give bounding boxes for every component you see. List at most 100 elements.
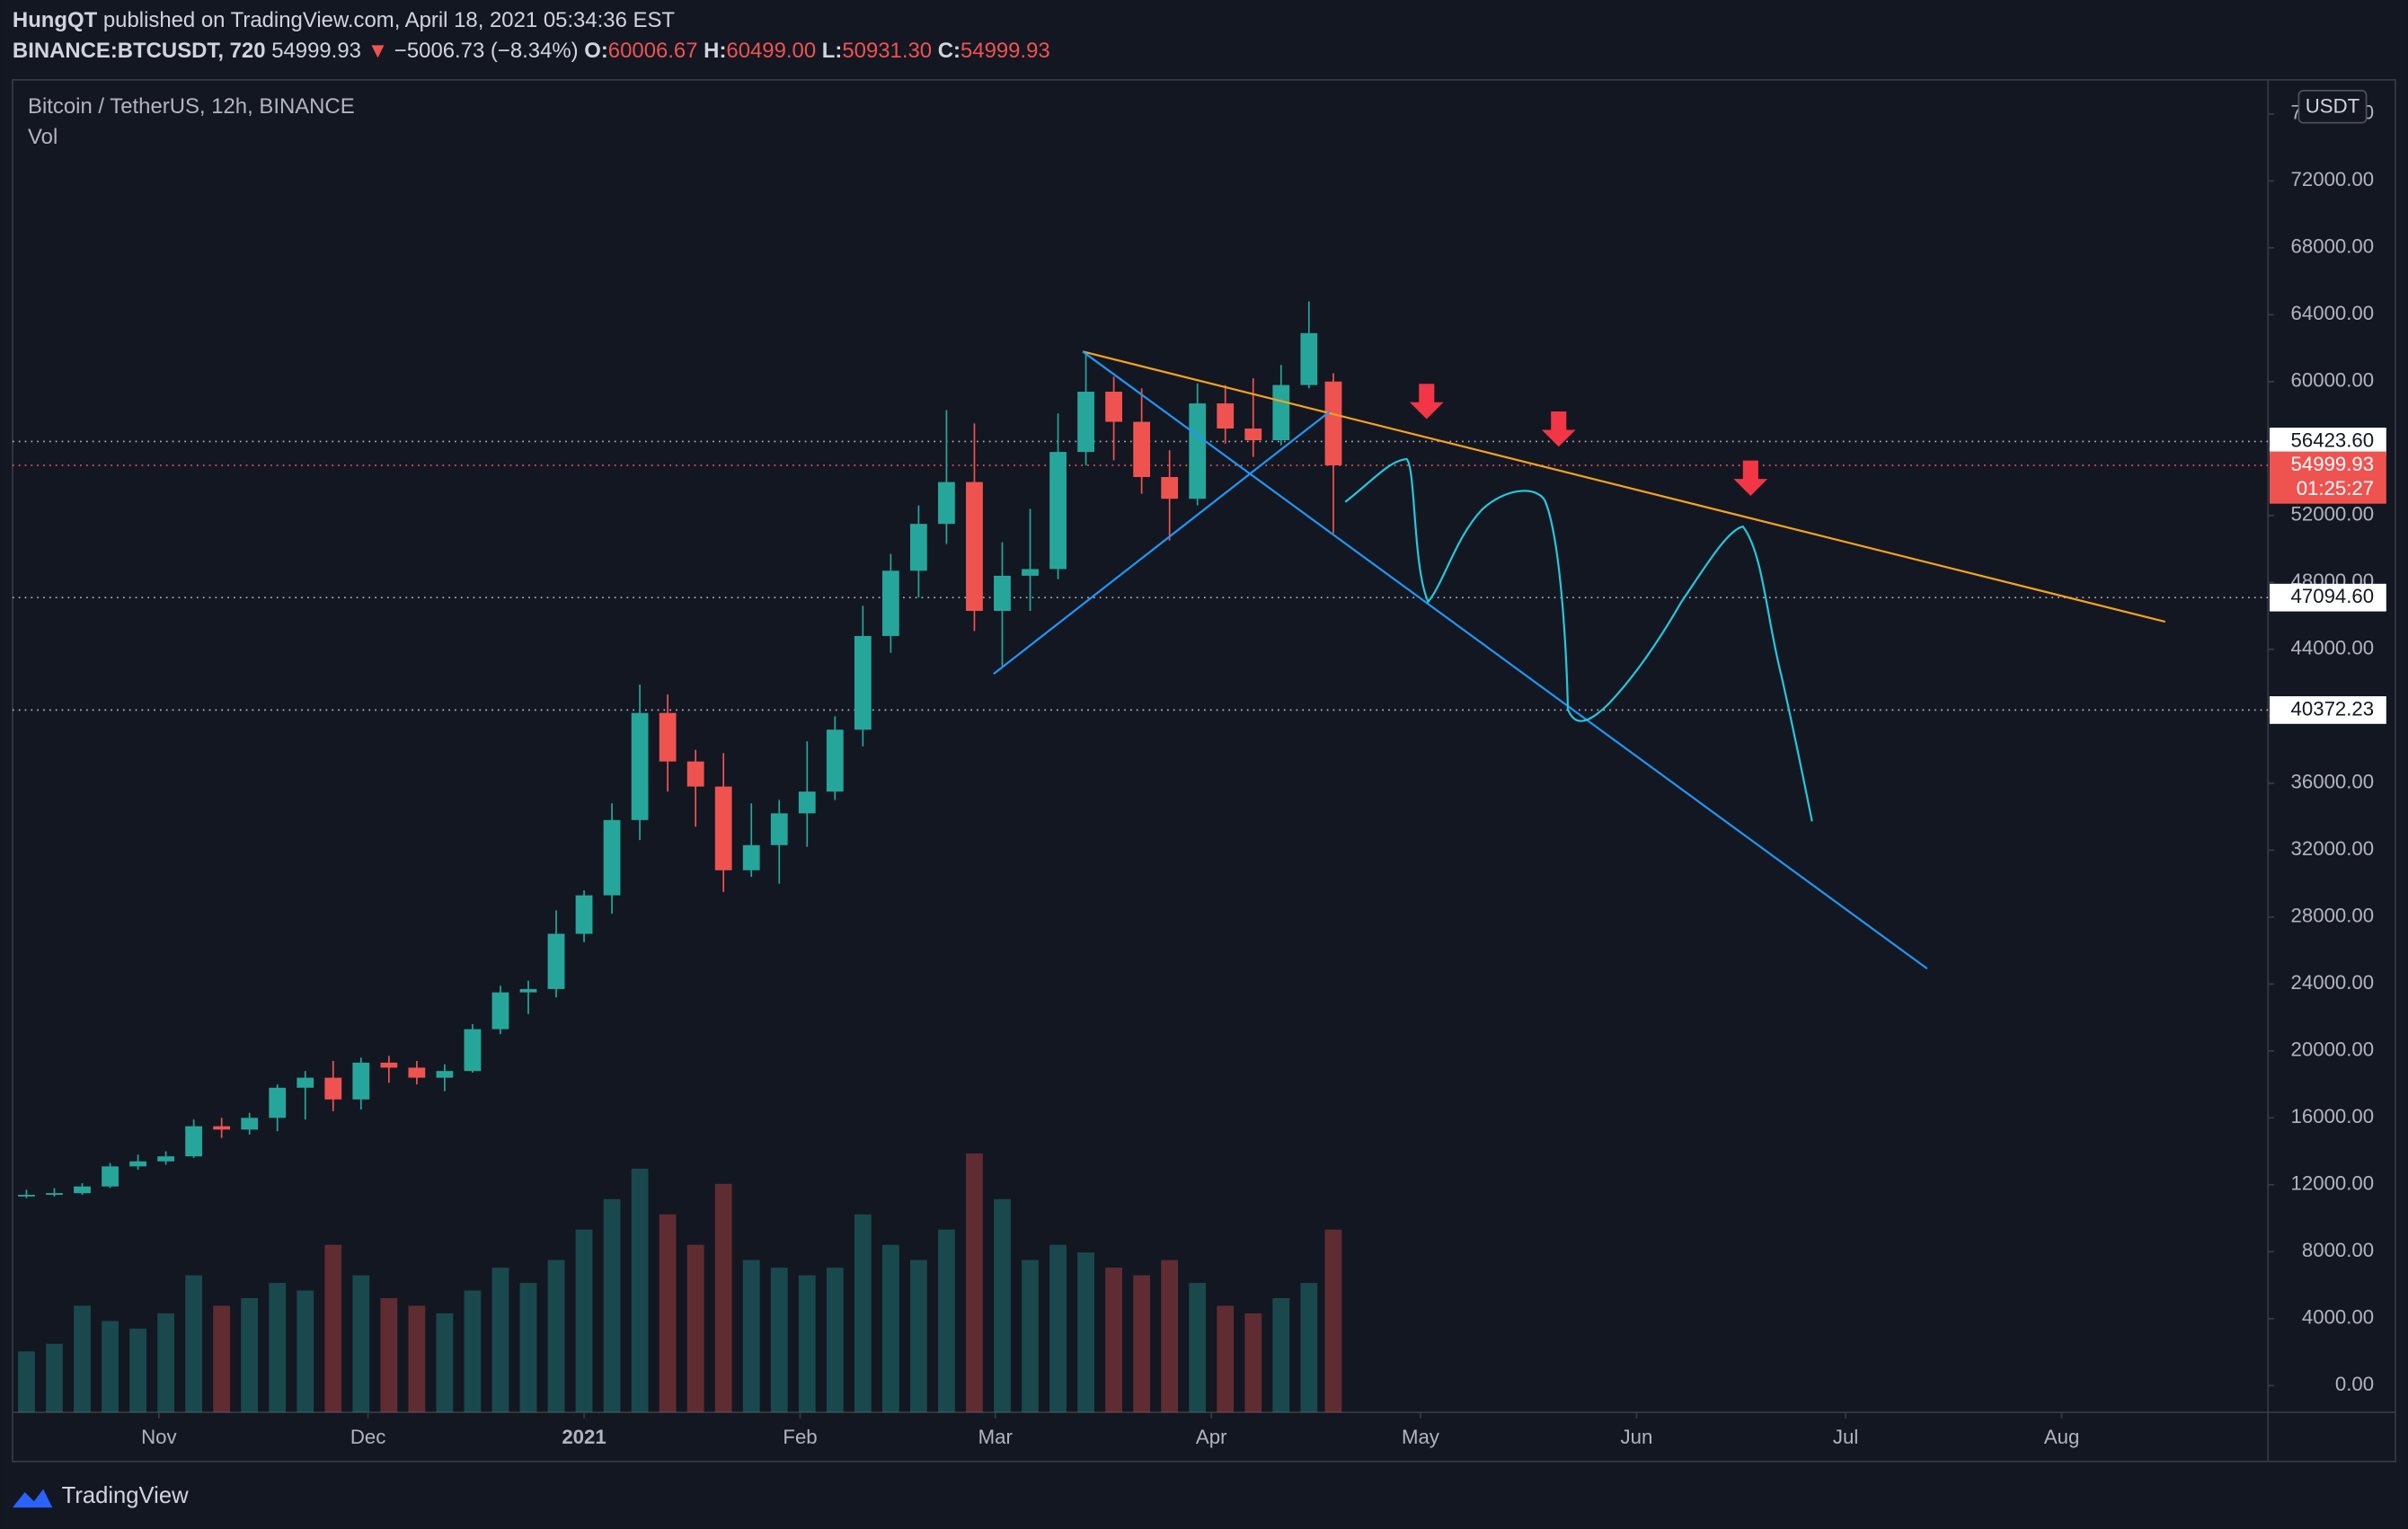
- x-tick-label: Jun: [1621, 1426, 1653, 1448]
- published: published on TradingView.com, April 18, …: [103, 8, 676, 32]
- price-axis: Nov Dec 2021 Feb Mar Apr May Jun Jul Aug 0.00 4000.…: [141, 102, 2386, 1448]
- header-line: HungQT published on TradingView.com, Apr…: [13, 8, 675, 32]
- candle-body: [380, 1062, 398, 1068]
- l-label: L:: [822, 39, 843, 63]
- x-tick-label: Mar: [978, 1426, 1014, 1448]
- y-tick-label: 60000.00: [2291, 369, 2375, 392]
- price-label: 40372.23: [2291, 697, 2375, 720]
- x-tick-label: 2021: [562, 1426, 606, 1448]
- volume-bar: [324, 1244, 342, 1413]
- volume-bar: [770, 1268, 788, 1413]
- candle-body: [1077, 392, 1094, 453]
- x-tick-label: Nov: [141, 1426, 177, 1448]
- candle-body: [1049, 452, 1067, 570]
- candle-body: [1105, 392, 1123, 422]
- candle-body: [938, 482, 955, 525]
- candle-body: [910, 524, 927, 571]
- footer-brand: TradingView: [62, 1483, 190, 1508]
- volume-bar: [408, 1305, 426, 1413]
- candle-body: [714, 786, 732, 871]
- x-tick-label: Aug: [2044, 1426, 2080, 1448]
- y-tick-label: 36000.00: [2291, 771, 2375, 793]
- y-tick-label: 44000.00: [2291, 637, 2375, 659]
- y-tick-label: 72000.00: [2291, 168, 2375, 190]
- volume-bar: [464, 1290, 482, 1413]
- candle-body: [994, 575, 1011, 612]
- legend-title: Bitcoin / TetherUS, 12h, BINANCE: [28, 94, 355, 119]
- candle-body: [1272, 384, 1290, 441]
- volume-bar: [881, 1244, 899, 1413]
- candle-body: [129, 1161, 146, 1167]
- marks: [18, 301, 1342, 1413]
- candle-body: [18, 1195, 35, 1197]
- candle-body: [798, 791, 816, 814]
- volume-bar: [826, 1268, 844, 1413]
- x-tick-label: Dec: [350, 1426, 385, 1448]
- candle-body: [408, 1067, 426, 1078]
- candle-body: [46, 1193, 63, 1196]
- volume-bar: [910, 1259, 927, 1413]
- arrow-down: [1409, 384, 1444, 420]
- volume-bar: [269, 1283, 287, 1413]
- trend-line: [1082, 350, 2165, 623]
- c-label: C:: [938, 39, 961, 63]
- volume-bar: [1189, 1283, 1207, 1413]
- logo-icon: [12, 1489, 53, 1508]
- volume-bar: [603, 1198, 621, 1413]
- candle-body: [241, 1118, 259, 1130]
- volume-bar: [575, 1229, 593, 1413]
- candle-body: [519, 988, 537, 993]
- trend-line: [993, 411, 1331, 676]
- close: 54999.93: [961, 39, 1050, 63]
- candle-body: [102, 1166, 119, 1187]
- price-label-box: [2269, 583, 2386, 612]
- currency[interactable]: USDT: [2306, 94, 2360, 117]
- author: HungQT: [13, 8, 98, 32]
- candle-body: [1217, 403, 1235, 429]
- volume-bar: [547, 1259, 565, 1413]
- volume-bar: [297, 1290, 314, 1413]
- arrow-down: [1541, 411, 1576, 447]
- o-label: O:: [584, 39, 608, 63]
- volume-bar: [1161, 1259, 1179, 1413]
- volume-bar: [74, 1305, 91, 1413]
- volume-bar: [46, 1343, 63, 1413]
- candle-body: [881, 570, 899, 636]
- candle-body: [464, 1029, 482, 1072]
- header-line: BINANCE:BTCUSDT, 720 54999.93 ▼ −5006.73…: [13, 39, 1050, 63]
- projection-curve: [1344, 457, 1813, 822]
- y-tick-label: 64000.00: [2291, 302, 2375, 324]
- candle-body: [1300, 332, 1318, 385]
- candle-body: [1244, 428, 1262, 441]
- volume-bar: [185, 1275, 203, 1413]
- candle-body: [491, 992, 509, 1030]
- grid: [12, 440, 2269, 1419]
- y-tick-label: 20000.00: [2291, 1038, 2375, 1061]
- x-tick-label: Feb: [783, 1426, 817, 1448]
- volume-bar: [798, 1275, 816, 1413]
- candle-body: [603, 819, 621, 896]
- price-label-box: [2269, 696, 2386, 724]
- x-tick-label: Apr: [1196, 1426, 1227, 1448]
- volume-bar: [436, 1312, 454, 1413]
- candle-body: [1324, 381, 1342, 465]
- volume-bar: [102, 1321, 119, 1413]
- volume-bar: [1133, 1275, 1151, 1413]
- candle-body: [854, 635, 872, 730]
- candle-body: [966, 482, 983, 612]
- volume-bar: [1022, 1259, 1039, 1413]
- volume-bar: [631, 1168, 649, 1413]
- volume-bar: [18, 1351, 35, 1413]
- candle-body: [770, 813, 788, 845]
- volume-bar: [491, 1268, 509, 1413]
- volume-bar: [352, 1275, 370, 1413]
- candle-body: [157, 1156, 175, 1162]
- volume-bar: [742, 1259, 760, 1413]
- low: 50931.30: [842, 39, 932, 63]
- volume-bar: [1217, 1305, 1235, 1413]
- currency-badge[interactable]: [2297, 89, 2368, 124]
- candle-body: [742, 844, 760, 871]
- arrow: ▼: [367, 39, 389, 63]
